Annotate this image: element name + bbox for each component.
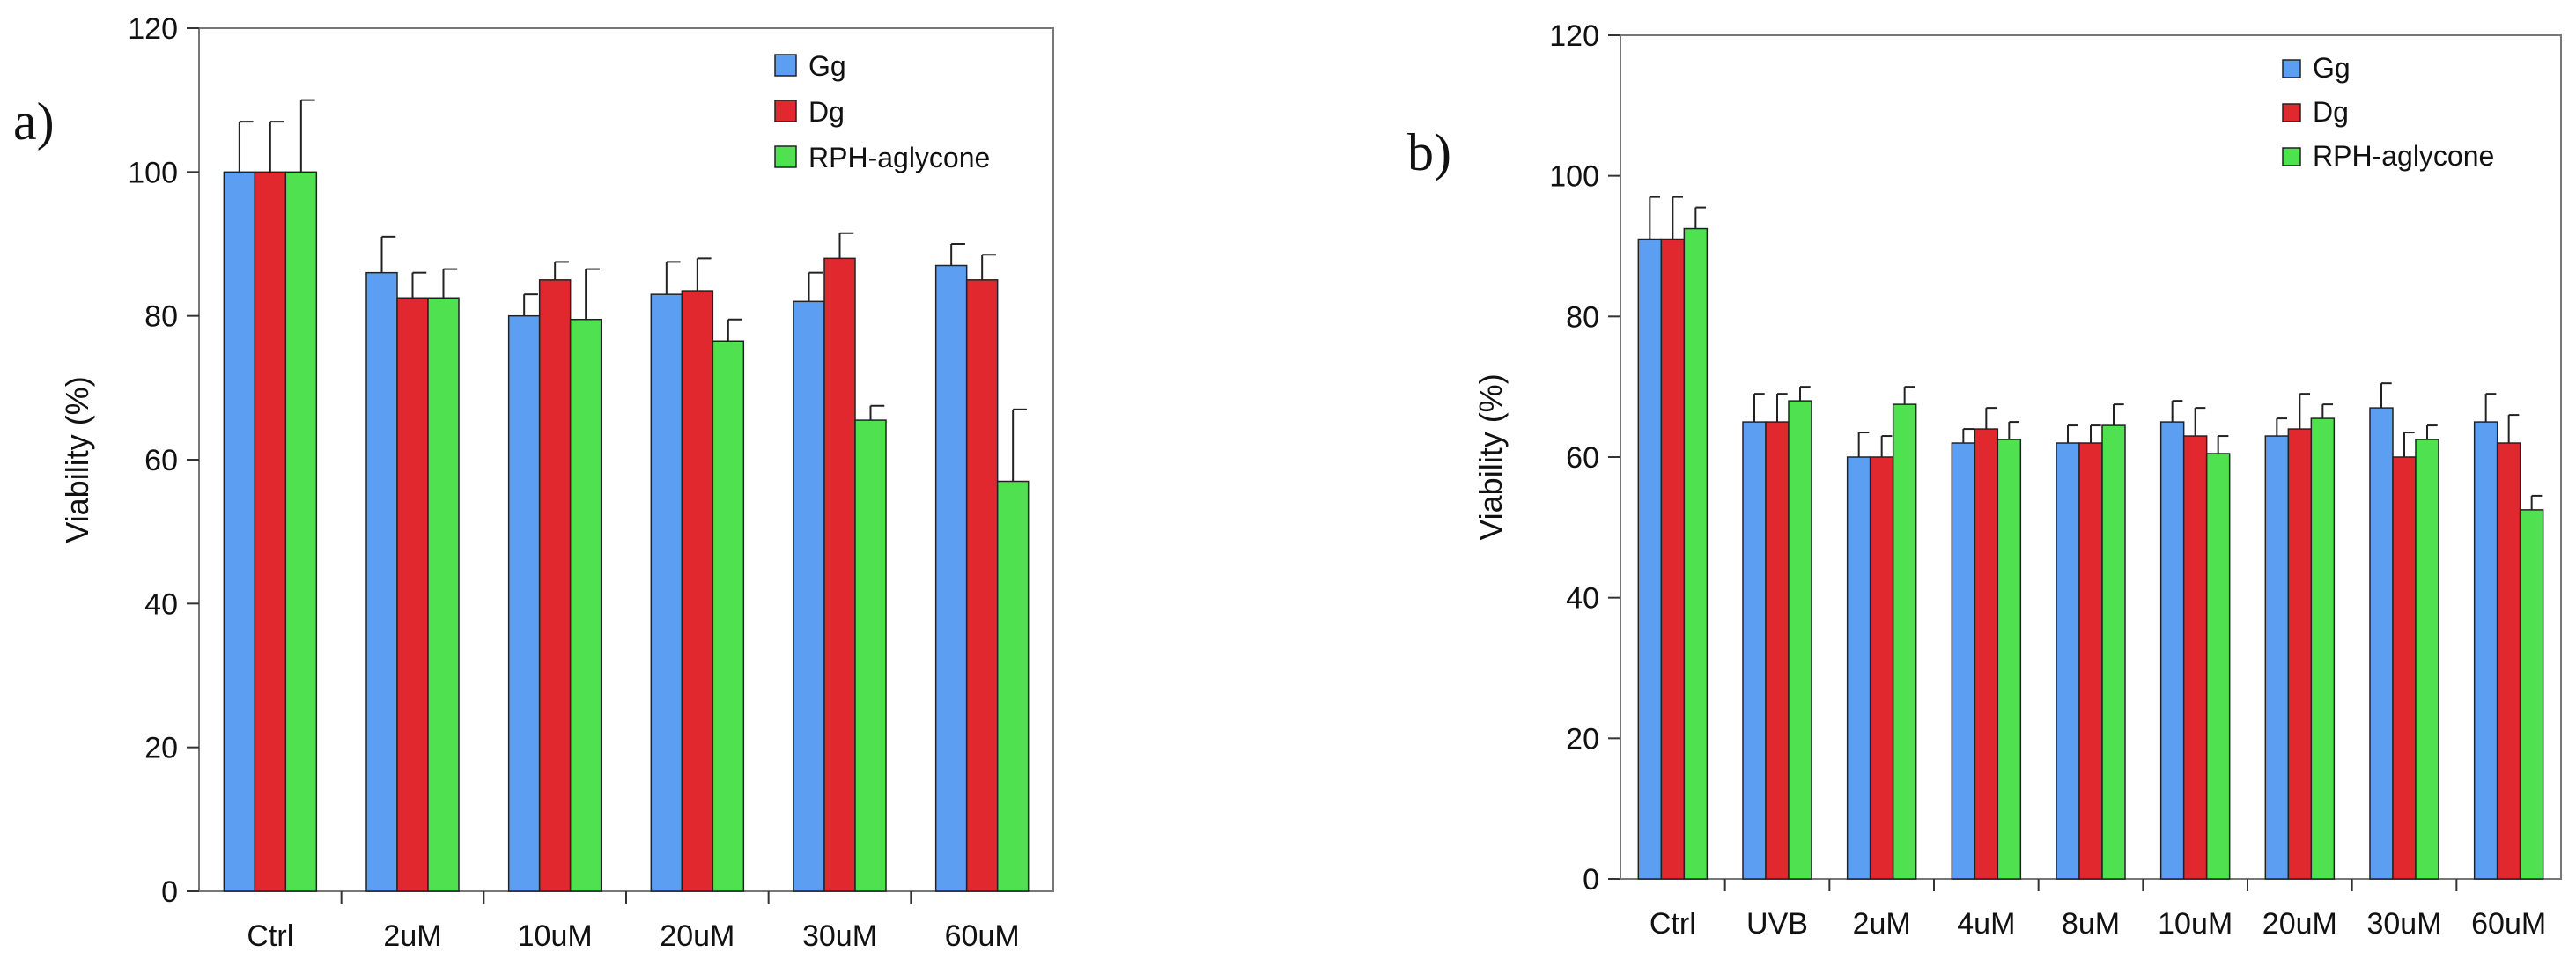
bar-rph-aglycone-uvb — [1788, 400, 1812, 880]
legend-entry-dg: Dg — [2313, 96, 2349, 128]
legend-swatch-gg — [2282, 59, 2301, 78]
x-tick-label: 30uM — [802, 919, 877, 953]
bar-rph-aglycone-ctrl — [284, 171, 318, 892]
y-tick-label: 100 — [128, 156, 178, 189]
bar-rph-aglycone-30um — [2415, 439, 2439, 880]
y-tick-label: 40 — [1566, 582, 1599, 616]
plot-area-b: 0 20 40 60 80 100 120 Ctrl UVB 2uM 4uM 8uM 10uM 20uM 3… — [1549, 19, 2562, 941]
bar-rph-aglycone-10um — [569, 319, 602, 892]
bar-rph-aglycone-20um — [712, 340, 745, 892]
y-tick-label: 0 — [161, 875, 178, 909]
bar-rph-aglycone-8um — [2101, 424, 2126, 880]
bar-rph-aglycone-60um — [2519, 509, 2544, 880]
bar-dg-8um — [2078, 442, 2103, 880]
bar-gg-60um — [2473, 421, 2498, 880]
x-tick-label: Ctrl — [247, 919, 293, 953]
y-tick-label: 20 — [1566, 722, 1599, 756]
chart-panel-a: a) Viability (%) 0 20 40 60 80 100 120 Ctrl 2uM 1… — [13, 12, 1054, 953]
x-tick-label: Ctrl — [1650, 907, 1696, 941]
legend-swatch-dg — [774, 100, 797, 122]
bar-rph-aglycone-4um — [1997, 439, 2022, 880]
bar-gg-ctrl — [223, 171, 256, 892]
plot-area-a: 0 20 40 60 80 100 120 Ctrl 2uM 10uM 20uM 30uM 60uM Gg… — [128, 12, 1054, 953]
legend-swatch-rph-aglycone — [2282, 147, 2301, 166]
bar-rph-aglycone-2um — [427, 297, 460, 892]
bar-gg-8um — [2056, 442, 2080, 880]
y-tick-label: 120 — [128, 12, 178, 46]
bar-gg-20um — [2264, 435, 2290, 880]
bar-dg-60um — [2496, 442, 2521, 880]
bar-gg-60um — [934, 264, 968, 892]
bar-gg-30um — [793, 300, 825, 892]
y-tick-label: 60 — [144, 444, 178, 477]
y-tick-label: 80 — [144, 300, 178, 334]
y-tick-label: 60 — [1566, 441, 1599, 475]
bar-gg-10um — [507, 314, 541, 892]
bar-dg-2um — [396, 297, 429, 892]
bar-rph-aglycone-ctrl — [1683, 227, 1709, 880]
legend-entry-gg: Gg — [808, 50, 846, 82]
x-tick-label: UVB — [1746, 907, 1808, 941]
bar-gg-ctrl — [1637, 238, 1663, 880]
bar-gg-2um — [365, 271, 398, 892]
x-tick-label: 4uM — [1957, 907, 2015, 941]
bar-rph-aglycone-2um — [1892, 403, 1917, 880]
y-tick-label: 100 — [1549, 160, 1599, 194]
x-tick-label: 8uM — [2062, 907, 2120, 941]
bar-gg-2um — [1846, 456, 1871, 880]
bar-gg-uvb — [1742, 421, 1767, 880]
y-tick-label: 20 — [144, 732, 178, 765]
bar-dg-30um — [2392, 456, 2417, 880]
x-tick-label: 20uM — [2262, 907, 2337, 941]
legend-entry-gg: Gg — [2313, 52, 2351, 84]
legend-swatch-gg — [774, 54, 797, 77]
y-tick-label: 0 — [1583, 863, 1599, 897]
bar-gg-20um — [650, 293, 683, 892]
x-tick-label: 30uM — [2366, 907, 2441, 941]
y-tick-label: 120 — [1549, 19, 1599, 53]
bar-dg-20um — [681, 290, 714, 892]
bar-dg-4um — [1974, 428, 1999, 880]
x-tick-label: 2uM — [1853, 907, 1911, 941]
bar-dg-2um — [1869, 456, 1894, 880]
panel-label-b: b) — [1407, 123, 1451, 181]
x-tick-label: 2uM — [383, 919, 441, 953]
bar-rph-aglycone-20um — [2310, 417, 2336, 880]
bar-dg-10um — [538, 279, 572, 892]
bar-dg-30um — [823, 257, 856, 892]
x-tick-label: 20uM — [660, 919, 734, 953]
y-tick-label: 40 — [144, 587, 178, 621]
bar-rph-aglycone-10um — [2205, 453, 2231, 880]
y-tick-label: 80 — [1566, 300, 1599, 334]
legend-entry-rph-aglycone: RPH-aglycone — [808, 142, 990, 173]
bar-gg-30um — [2369, 407, 2394, 880]
legend-swatch-dg — [2282, 103, 2301, 122]
bar-gg-10um — [2159, 421, 2185, 880]
y-axis-label-b: Viability (%) — [1473, 373, 1509, 540]
legend-entry-dg: Dg — [808, 96, 845, 128]
bar-dg-20um — [2287, 428, 2313, 880]
bar-dg-uvb — [1765, 421, 1790, 880]
panel-label-a: a) — [13, 92, 55, 151]
bar-dg-ctrl — [254, 171, 287, 892]
chart-panel-b: b) Viability (%) 0 20 40 60 80 100 120 Ctrl UVB 2… — [1407, 19, 2562, 941]
bar-dg-ctrl — [1660, 238, 1686, 880]
bar-rph-aglycone-60um — [996, 480, 1030, 892]
bar-rph-aglycone-30um — [854, 419, 887, 892]
x-tick-label: 60uM — [2471, 907, 2546, 941]
x-tick-label: 10uM — [2158, 907, 2233, 941]
legend-swatch-rph-aglycone — [774, 145, 797, 168]
y-axis-label-a: Viability (%) — [59, 376, 95, 543]
bar-gg-4um — [1951, 442, 1976, 880]
x-tick-label: 60uM — [945, 919, 1020, 953]
bar-dg-10um — [2182, 435, 2208, 880]
legend-entry-rph-aglycone: RPH-aglycone — [2313, 140, 2494, 172]
x-tick-label: 10uM — [518, 919, 593, 953]
bar-dg-60um — [965, 279, 999, 892]
